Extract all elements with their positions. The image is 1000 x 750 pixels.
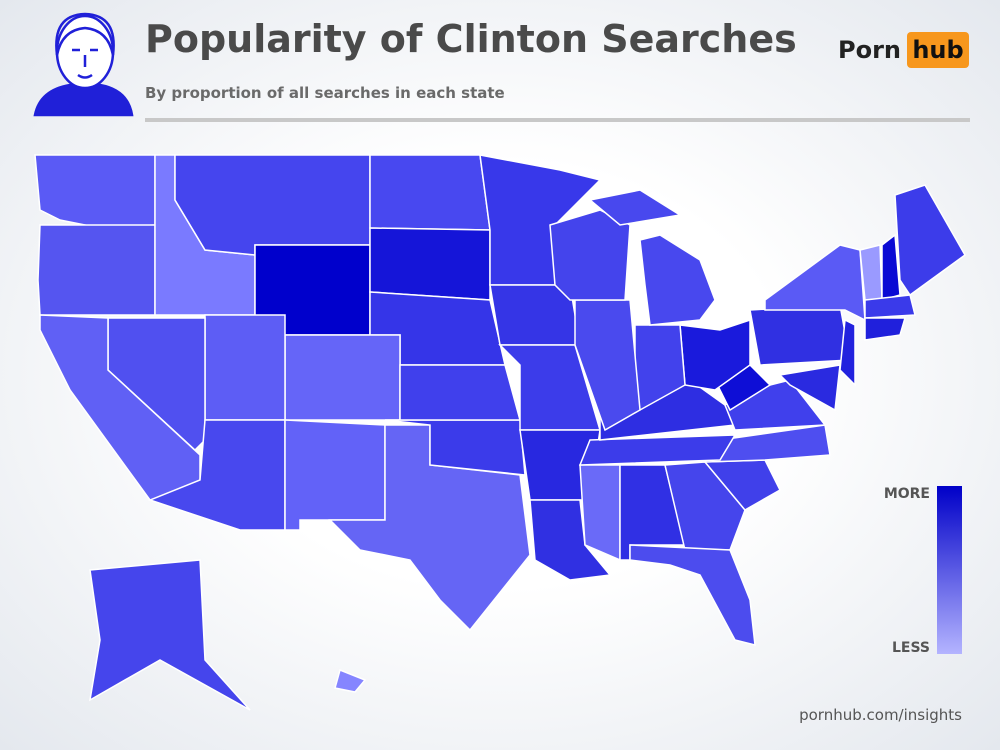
state-region [399,364,521,421]
state-region [369,154,491,231]
state-region [864,294,916,319]
state-region [881,233,901,301]
state-region [37,224,156,316]
state-region [839,318,856,387]
state-region [894,184,966,297]
state-region [549,209,631,301]
footer: pornhub.com/insights [799,706,962,724]
legend-less: LESS [892,640,930,656]
state-region [89,559,251,711]
logo-box [907,32,969,68]
state-region [639,234,716,326]
state-region [629,544,756,646]
state-region [579,464,621,562]
state-region [764,244,866,322]
state-region [174,154,371,256]
state-region [749,304,851,366]
us-map [34,154,966,711]
state-region [664,461,746,551]
state-region [334,668,367,693]
state-region [204,314,286,421]
state-region [778,364,841,412]
logo-left: Porn [838,36,901,64]
state-region [588,189,683,226]
state-region [529,499,612,581]
legend-more: MORE [884,486,930,502]
state-region [864,317,907,341]
state-region [284,334,401,421]
state-region [369,227,491,301]
logo-right: hub [912,36,963,64]
legend-bar [937,486,962,654]
state-region [34,154,156,229]
subtitle: By proportion of all searches in each st… [145,84,505,102]
state-region [284,419,386,531]
portrait-icon [33,12,134,117]
title: Popularity of Clinton Searches [145,17,797,61]
state-region [578,434,737,466]
